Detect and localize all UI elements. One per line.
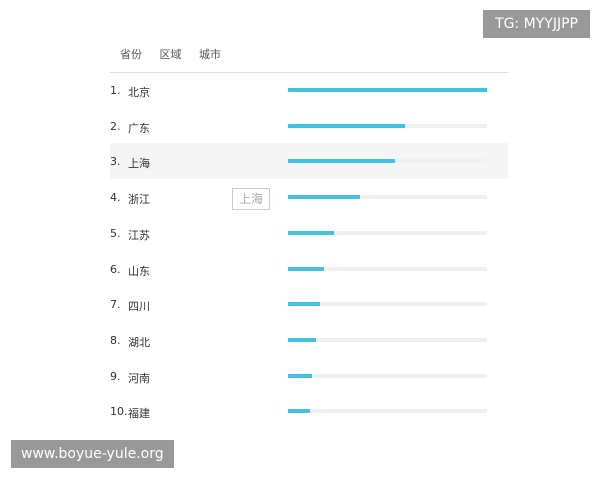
bar-fill [288,159,396,164]
watermark-bottom: www.boyue-yule.org [11,440,174,468]
province-name: 四川 [128,300,150,314]
list-item[interactable]: 6. 山东 [110,251,508,287]
tab-city[interactable]: 城市 [199,48,221,61]
rank: 2. [110,119,121,133]
bar-track [288,88,487,92]
bar-fill [288,266,324,271]
list-item[interactable]: 5. 江苏 [110,215,508,251]
bar-fill [288,302,320,307]
bar-fill [288,88,487,92]
rank: 7. [110,298,121,312]
province-name: 湖北 [128,335,150,349]
rank: 8. [110,333,121,347]
divider [110,72,508,73]
bar-track [288,302,487,307]
bar-fill [288,123,406,128]
tab-region[interactable]: 区域 [159,48,182,61]
rank: 5. [110,226,121,240]
province-name: 河南 [128,371,150,385]
tab-province[interactable]: 省份 [120,48,142,61]
list-item[interactable]: 7. 四川 [110,286,508,322]
list-item[interactable]: 8. 湖北 [110,322,508,358]
region-tabs: 省份 区域 城市 [120,46,235,62]
list-item[interactable]: 9. 河南 [110,358,508,394]
bar-fill [288,373,312,378]
list-item[interactable]: 1. 北京 [110,72,508,108]
province-name: 福建 [128,407,150,421]
rank: 10. [110,405,128,419]
bar-track [288,123,487,128]
rank: 6. [110,262,121,276]
tooltip: 上海 [232,188,270,210]
province-name: 广东 [128,121,150,135]
province-name: 江苏 [128,228,150,242]
bar-fill [288,195,360,200]
bar-track [288,159,487,164]
province-name: 上海 [128,157,150,171]
list-item[interactable]: 4. 浙江 [110,179,508,215]
bar-fill [288,230,334,235]
list-item[interactable]: 2. 广东 [110,108,508,144]
province-name: 山东 [128,264,150,278]
rank: 9. [110,369,121,383]
bar-track [288,195,487,200]
bar-track [288,230,487,235]
bar-track [288,266,487,271]
bar-track [288,409,487,414]
watermark-top: TG: MYYJJPP [483,10,590,38]
bar-track [288,337,487,342]
rank: 1. [110,84,121,97]
list-item[interactable]: 10. 福建 [110,393,508,429]
province-name: 浙江 [128,193,150,207]
rank: 4. [110,191,121,205]
province-name: 北京 [128,86,150,99]
bar-fill [288,337,316,342]
list-item[interactable]: 3. 上海 [110,143,508,180]
rank: 3. [110,155,121,169]
bar-fill [288,409,310,414]
bar-track [288,373,487,378]
